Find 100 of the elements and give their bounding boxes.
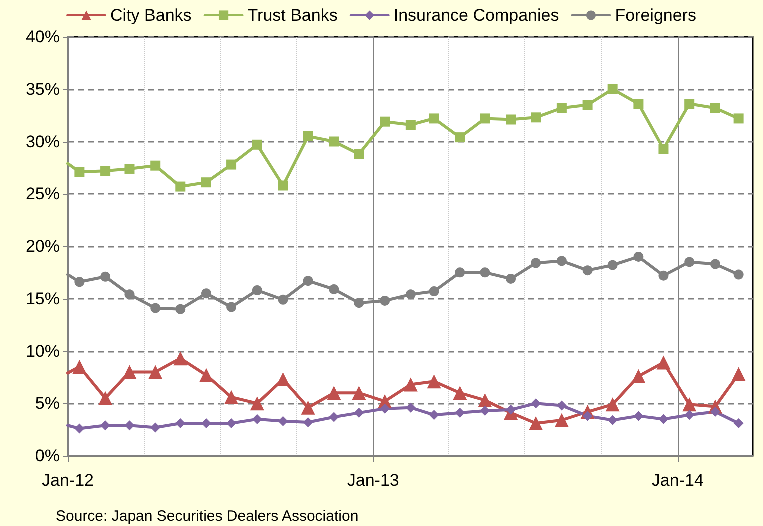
y-tick-label: 5%	[35, 394, 60, 414]
point	[278, 416, 288, 426]
point	[710, 407, 720, 418]
point	[303, 132, 314, 142]
point	[734, 270, 744, 280]
x-tick-label: Jan-14	[652, 471, 704, 490]
point	[506, 404, 516, 415]
point	[684, 410, 695, 420]
point	[74, 277, 85, 288]
point	[226, 302, 237, 312]
point	[176, 182, 186, 192]
legend-label: Insurance Companies	[394, 6, 560, 25]
point	[480, 406, 490, 416]
point	[554, 413, 569, 428]
point	[455, 132, 466, 143]
point	[380, 296, 390, 306]
point	[174, 352, 188, 366]
point	[100, 272, 111, 282]
point	[252, 285, 262, 296]
point	[250, 396, 264, 411]
point	[329, 136, 340, 147]
point	[380, 116, 390, 127]
point	[202, 288, 212, 299]
point	[429, 410, 440, 420]
point	[148, 365, 163, 380]
point	[556, 400, 567, 411]
point	[406, 290, 416, 300]
point	[226, 160, 237, 170]
point	[100, 420, 111, 431]
point	[202, 178, 212, 188]
point	[658, 414, 669, 424]
point	[455, 268, 466, 278]
point	[634, 411, 644, 422]
point	[150, 160, 161, 171]
x-tick-label: Jan-12	[42, 471, 94, 490]
point	[74, 167, 85, 178]
point	[406, 120, 416, 130]
point	[176, 304, 186, 314]
point	[329, 284, 340, 294]
point	[606, 398, 620, 412]
y-tick-label: 10%	[26, 342, 60, 361]
point	[252, 140, 262, 150]
point	[529, 416, 544, 431]
point	[226, 418, 237, 429]
point	[98, 391, 113, 406]
point	[531, 398, 542, 409]
point	[276, 372, 290, 387]
point	[506, 274, 516, 284]
y-tick-label: 25%	[26, 184, 60, 204]
point	[634, 99, 644, 110]
point	[608, 415, 618, 426]
point	[429, 286, 440, 297]
y-tick-label: 20%	[26, 237, 60, 256]
point	[656, 356, 671, 370]
source-note: Source: Japan Securities Dealers Association	[56, 508, 359, 525]
point	[556, 103, 567, 114]
y-tick-label: 35%	[26, 80, 60, 99]
point	[734, 114, 744, 124]
point	[354, 298, 364, 308]
point	[455, 408, 466, 418]
y-tick-label: 30%	[26, 132, 60, 152]
point	[734, 418, 744, 429]
point	[327, 386, 342, 400]
x-tick-label: Jan-13	[347, 471, 400, 490]
legend-label: Foreigners	[615, 6, 696, 25]
point	[100, 166, 111, 176]
point	[150, 422, 161, 433]
point	[634, 252, 644, 262]
y-tick-label: 0%	[35, 446, 60, 466]
legend-label: Trust Banks	[248, 6, 338, 25]
point	[329, 412, 340, 422]
point	[478, 393, 492, 408]
point	[632, 369, 646, 384]
point	[710, 259, 720, 270]
point	[582, 100, 593, 110]
point	[354, 149, 364, 160]
point	[531, 112, 542, 123]
point	[429, 114, 440, 124]
point	[74, 424, 85, 434]
point	[582, 266, 593, 276]
point	[224, 390, 239, 404]
point	[608, 84, 618, 94]
point	[682, 398, 697, 412]
point	[124, 290, 135, 300]
point	[380, 404, 390, 414]
point	[531, 258, 542, 268]
point	[480, 114, 490, 124]
y-tick-label: 15%	[26, 289, 60, 308]
point	[608, 260, 618, 270]
point	[684, 99, 695, 110]
point	[710, 103, 720, 114]
legend-label: City Banks	[110, 6, 192, 25]
point	[303, 276, 314, 286]
point	[556, 256, 567, 266]
point	[684, 257, 695, 268]
point	[427, 374, 442, 389]
point	[150, 303, 161, 314]
point	[278, 180, 288, 191]
point	[480, 268, 490, 278]
y-tick-label: 40%	[26, 28, 60, 46]
